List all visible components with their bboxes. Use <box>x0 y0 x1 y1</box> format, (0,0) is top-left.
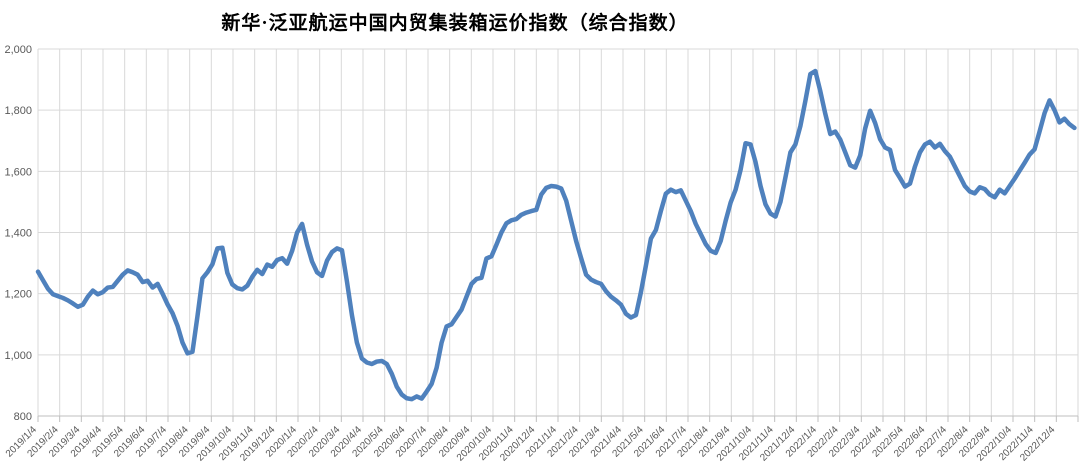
horizontal-gridlines <box>38 48 1078 417</box>
y-axis-labels: 800 1,000 1,200 1,400 1,600 1,800 2,000 <box>4 44 32 423</box>
svg-text:1,000: 1,000 <box>4 350 32 362</box>
svg-text:1,800: 1,800 <box>4 105 32 117</box>
x-axis-labels: 2019/1/42019/2/42019/3/42019/4/42019/5/4… <box>4 424 1058 464</box>
svg-text:1,400: 1,400 <box>4 228 32 240</box>
index-series-line <box>35 68 1077 402</box>
x-axis-ticks <box>37 416 1079 422</box>
svg-text:800: 800 <box>14 411 32 423</box>
chart-title: 新华·泛亚航运中国内贸集装箱运价指数（综合指数） <box>221 13 689 34</box>
svg-text:1,200: 1,200 <box>4 289 32 301</box>
svg-text:1,600: 1,600 <box>4 166 32 178</box>
svg-text:2,000: 2,000 <box>4 44 32 56</box>
